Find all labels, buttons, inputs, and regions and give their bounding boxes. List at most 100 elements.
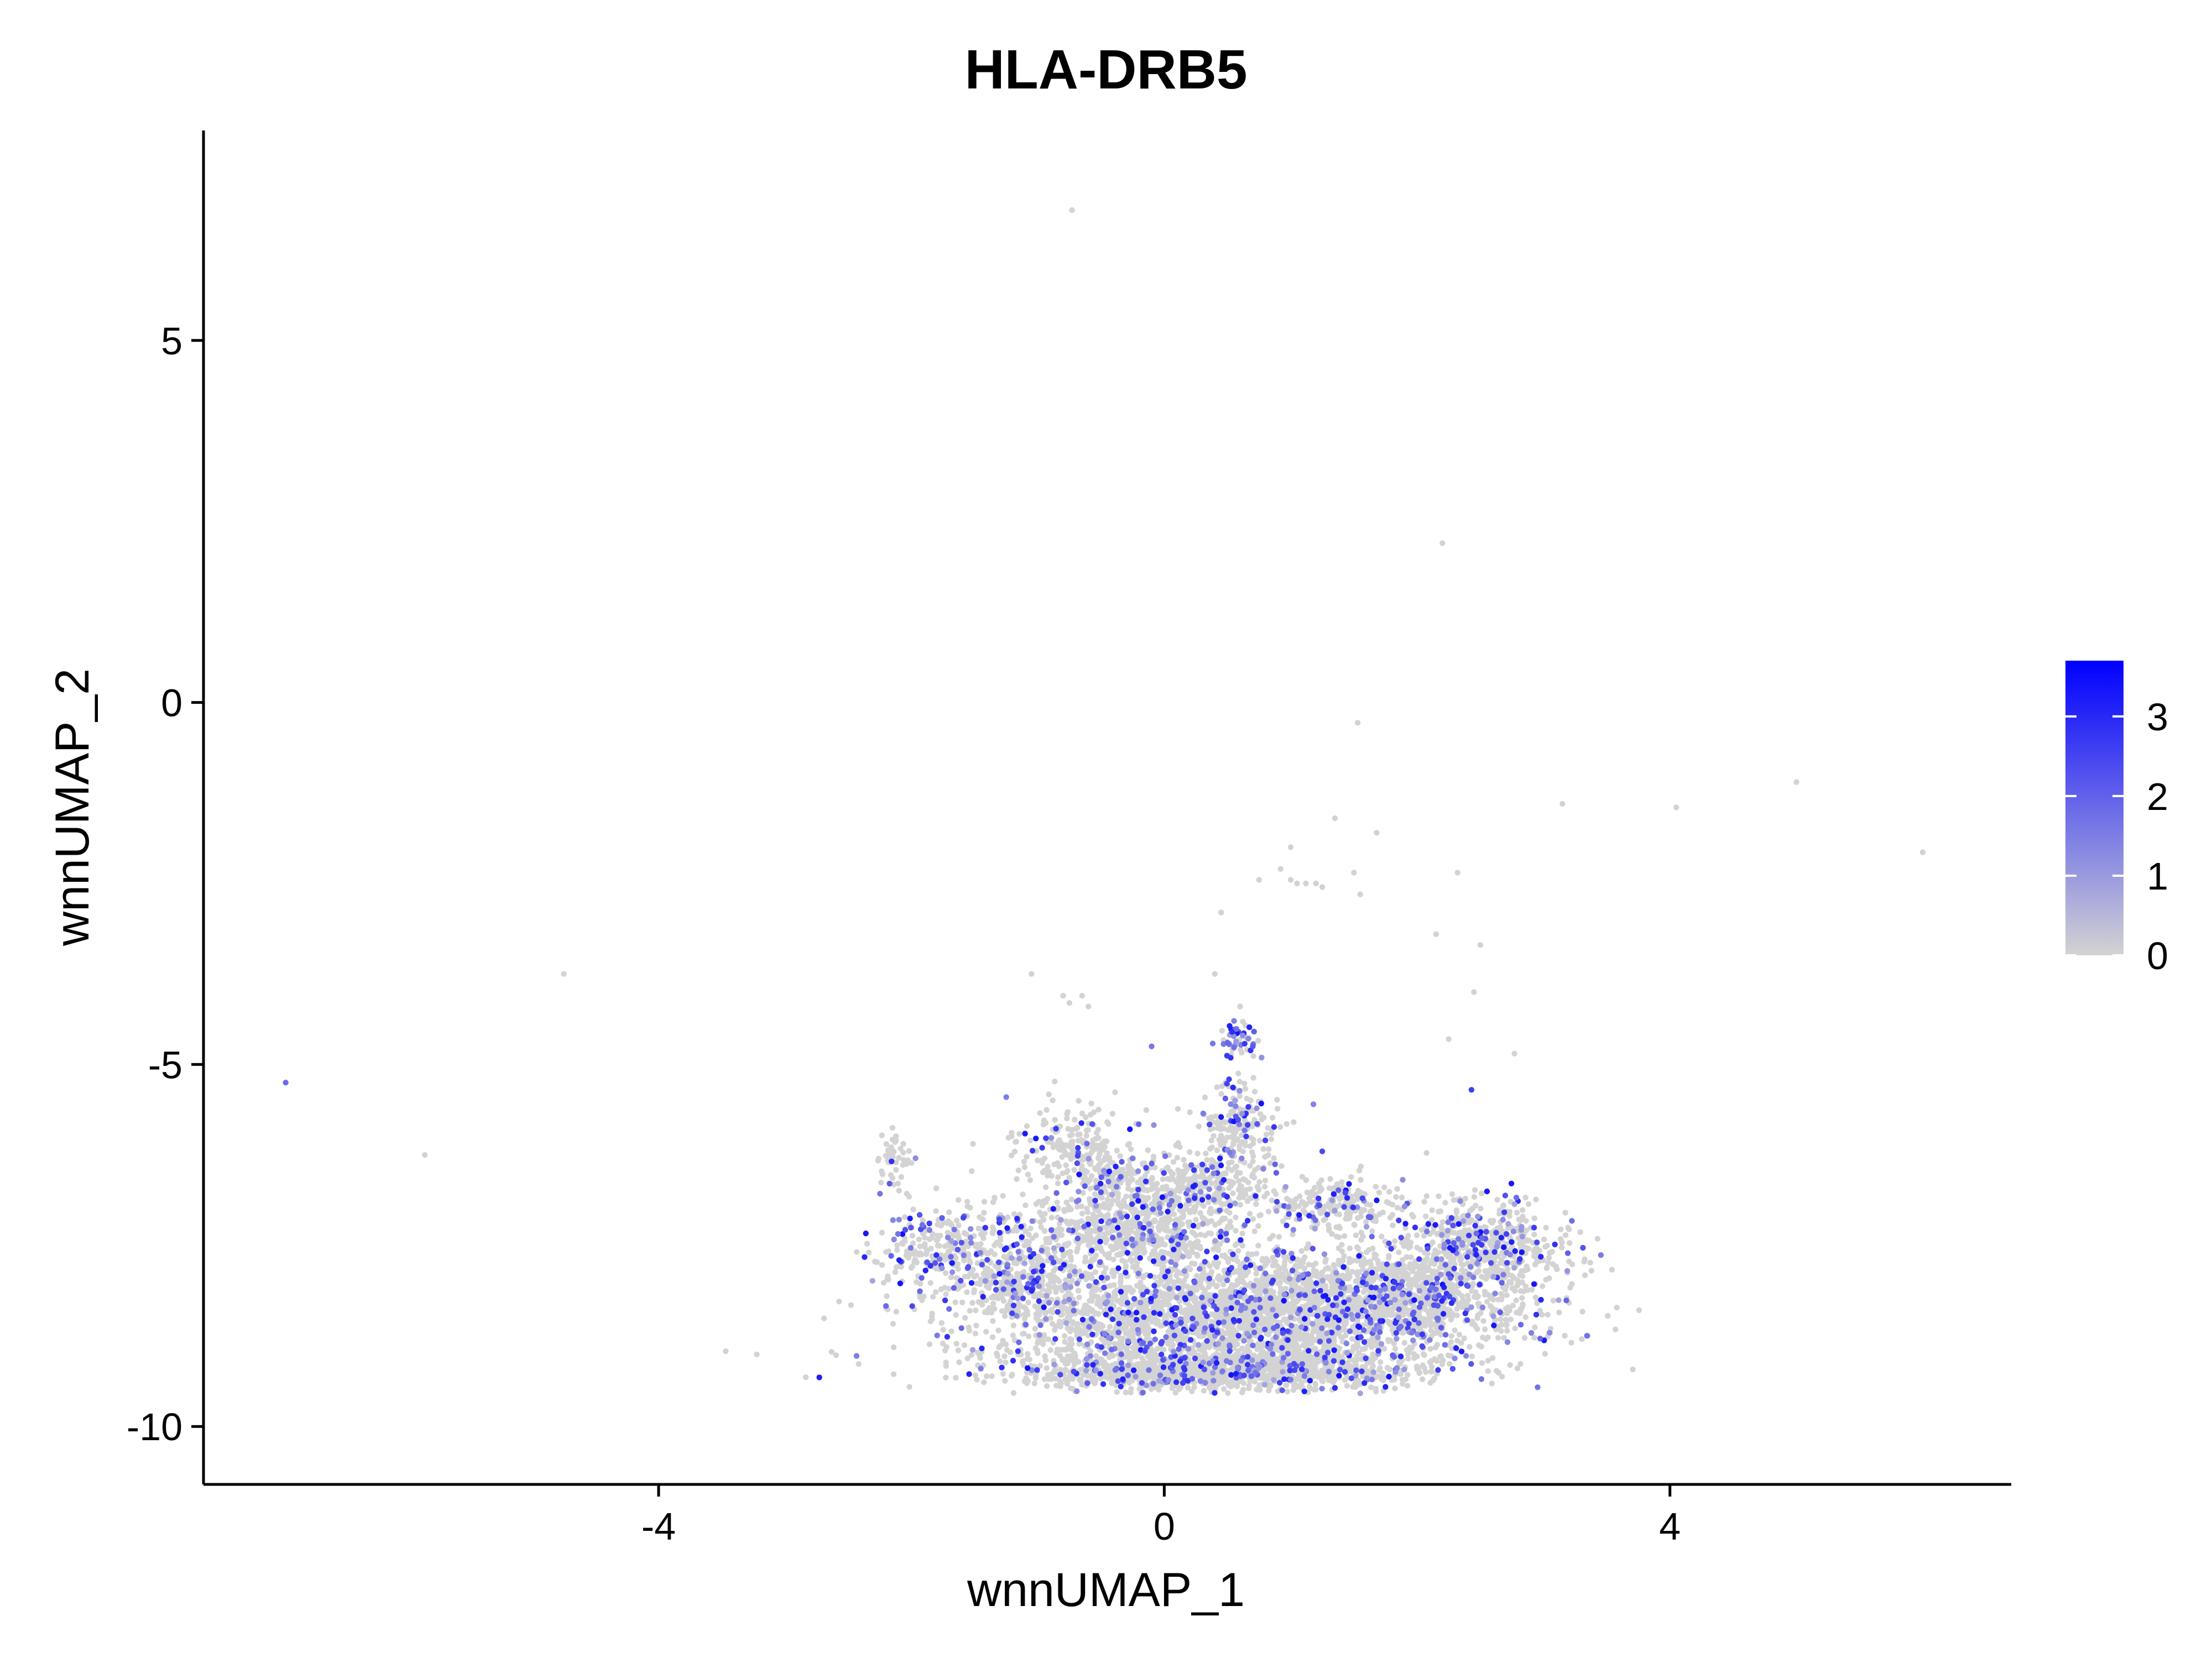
data-point: [998, 1243, 1004, 1249]
data-point: [1027, 1137, 1034, 1143]
data-point: [821, 1315, 827, 1321]
data-point: [1354, 1269, 1360, 1275]
data-point: [953, 1217, 960, 1223]
data-point: [1211, 1259, 1217, 1266]
data-point: [1140, 1274, 1146, 1280]
data-point: [1044, 1383, 1050, 1389]
data-point: [1408, 1254, 1414, 1261]
data-point: [961, 1257, 967, 1264]
data-point: [1214, 1283, 1220, 1289]
data-point: [1065, 1109, 1071, 1115]
data-point: [1032, 1326, 1039, 1332]
data-point: [929, 1316, 935, 1322]
data-point: [983, 1373, 990, 1379]
data-point: [1182, 1307, 1188, 1314]
data-point: [1040, 1198, 1047, 1204]
data-point: [1014, 1176, 1020, 1182]
data-point: [879, 1132, 885, 1138]
data-point: [1506, 1213, 1512, 1219]
data-point: [1002, 1378, 1008, 1384]
data-point: [1543, 1277, 1549, 1283]
data-point: [1504, 1310, 1510, 1316]
data-point: [989, 1334, 996, 1340]
data-point: [1499, 1373, 1505, 1380]
data-point: [1427, 1359, 1433, 1366]
data-point: [1202, 1216, 1208, 1222]
data-point: [1105, 1121, 1112, 1127]
data-point: [966, 1324, 972, 1331]
data-point: [1008, 1152, 1015, 1159]
data-point: [1010, 1390, 1017, 1396]
data-point: [1085, 1127, 1091, 1133]
data-point: [1550, 1298, 1556, 1304]
data-point: [1529, 1286, 1535, 1293]
data-point: [1520, 1214, 1526, 1220]
data-point: [1531, 1231, 1537, 1238]
data-point: [1220, 1282, 1227, 1288]
data-point: [1050, 1097, 1056, 1103]
data-point: [955, 1232, 962, 1238]
data-point: [1093, 1353, 1099, 1359]
data-point: [1323, 1265, 1329, 1272]
data-point: [1312, 1382, 1319, 1388]
data-point: [1347, 1259, 1353, 1265]
data-point: [1427, 1318, 1433, 1324]
data-point: [1471, 1194, 1478, 1200]
data-point: [943, 1359, 949, 1366]
data-point: [1519, 1295, 1525, 1301]
data-point: [1198, 1320, 1204, 1327]
data-point: [929, 1310, 935, 1317]
data-point: [1072, 1117, 1078, 1123]
data-point: [980, 1235, 987, 1241]
data-point: [1191, 1231, 1197, 1237]
data-point: [1083, 1205, 1090, 1212]
data-point: [1485, 1291, 1491, 1298]
data-point: [1498, 1328, 1504, 1334]
data-point: [1605, 1312, 1611, 1319]
data-point: [1298, 1248, 1305, 1254]
data-point: [1011, 1148, 1018, 1155]
data-point: [1512, 1325, 1518, 1331]
data-point: [1249, 1251, 1255, 1257]
data-point: [1054, 1323, 1060, 1329]
data-point: [1301, 1265, 1308, 1272]
data-point: [1254, 1387, 1260, 1393]
data-point: [1076, 1268, 1083, 1274]
data-point: [1520, 1207, 1526, 1213]
data-point: [1093, 1325, 1099, 1331]
data-point: [979, 1216, 986, 1222]
data-point: [1123, 1389, 1129, 1395]
data-point: [1135, 1230, 1141, 1236]
data-point: [955, 1266, 961, 1272]
data-point: [930, 1294, 936, 1300]
data-point: [1046, 1169, 1052, 1175]
data-point: [1111, 1293, 1118, 1299]
data-point: [1316, 1333, 1322, 1340]
data-point: [879, 1171, 886, 1178]
data-point: [1421, 1266, 1427, 1272]
data-point: [964, 1199, 971, 1205]
data-point: [1541, 1236, 1547, 1242]
data-point: [1068, 1206, 1074, 1212]
data-point: [1520, 1288, 1527, 1295]
data-point: [1040, 1341, 1046, 1347]
data-point: [893, 1167, 899, 1173]
data-point: [1237, 1267, 1243, 1274]
data-point: [1049, 1321, 1056, 1327]
data-point: [833, 1352, 839, 1358]
data-point: [1499, 1296, 1505, 1303]
data-point: [1422, 1322, 1428, 1329]
data-point: [1233, 1163, 1240, 1169]
data-point: [1104, 1196, 1111, 1203]
data-point: [1055, 1205, 1061, 1211]
data-point: [1003, 1341, 1009, 1347]
data-point: [1151, 1248, 1158, 1254]
data-point: [1425, 1251, 1431, 1257]
data-point: [1172, 1252, 1178, 1259]
data-point: [1095, 1127, 1102, 1133]
data-point: [1160, 1346, 1166, 1353]
data-point: [1469, 1206, 1475, 1212]
data-point: [1418, 1227, 1425, 1233]
data-point: [1513, 1297, 1519, 1304]
